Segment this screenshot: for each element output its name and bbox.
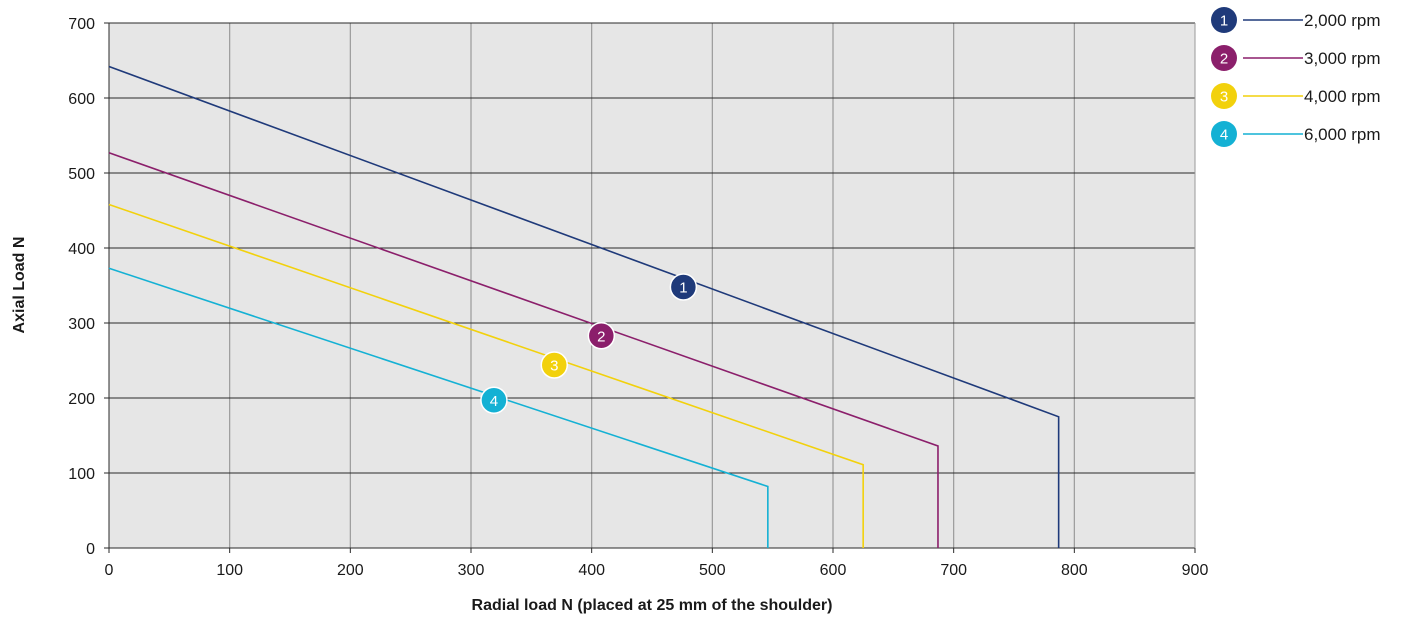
series-marker-badge: [540, 351, 569, 379]
legend-label: 4,000 rpm: [1304, 87, 1381, 106]
series-line-3: [108, 203, 864, 548]
y-tick-label: 500: [68, 166, 95, 183]
x-axis-ticks: 0 100 200 300 400 500 600 700 800 900: [105, 548, 1209, 579]
x-tick-label: 600: [820, 562, 847, 579]
x-tick-label: 900: [1182, 562, 1209, 579]
series-lines: [108, 65, 1060, 548]
y-tick-label: 200: [68, 391, 95, 408]
series-marker-badge: [480, 386, 508, 414]
series-marker-4: 4: [480, 386, 508, 414]
legend-label: 2,000 rpm: [1304, 11, 1381, 30]
legend-badge-label: 2: [1220, 51, 1228, 68]
legend-item-2: 2 3,000 rpm: [1211, 45, 1381, 71]
legend-badge-label: 4: [1220, 127, 1228, 144]
grid-lines: [109, 23, 1195, 548]
y-tick-label: 300: [68, 316, 95, 333]
series-marker-label: 3: [550, 358, 558, 375]
series-marker-badge: [587, 322, 616, 350]
x-tick-label: 700: [940, 562, 967, 579]
y-axis-ticks: 0 100 200 300 400 500 600 700: [68, 16, 109, 558]
legend-badge: [1211, 7, 1237, 33]
x-tick-label: 200: [337, 562, 364, 579]
x-axis-title: Radial load N (placed at 25 mm of the sh…: [472, 597, 833, 614]
x-tick-label: 0: [105, 562, 114, 579]
y-tick-label: 0: [86, 541, 95, 558]
legend-label: 3,000 rpm: [1304, 49, 1381, 68]
x-tick-label: 500: [699, 562, 726, 579]
series-markers: 1 2 3 4: [480, 273, 698, 414]
series-marker-3: 3: [540, 351, 569, 379]
legend-badge-label: 3: [1220, 89, 1228, 106]
legend-label: 6,000 rpm: [1304, 125, 1381, 144]
axis-frame: [108, 22, 1196, 549]
y-tick-label: 700: [68, 16, 95, 33]
x-tick-label: 300: [458, 562, 485, 579]
series-line-4: [108, 267, 769, 548]
plot-area: [109, 23, 1195, 548]
y-axis-title: Axial Load N: [11, 237, 28, 334]
legend-badge: [1211, 121, 1237, 147]
legend-badge: [1211, 45, 1237, 71]
legend: 1 2,000 rpm 2 3,000 rpm 3 4,000 rpm 4 6,000 rpm: [1211, 7, 1381, 147]
series-marker-label: 4: [490, 393, 498, 410]
series-marker-label: 2: [597, 328, 605, 345]
y-tick-label: 400: [68, 241, 95, 258]
series-line-2: [108, 151, 939, 548]
y-tick-label: 100: [68, 466, 95, 483]
legend-item-3: 3 4,000 rpm: [1211, 83, 1381, 109]
series-line-1: [108, 65, 1060, 548]
series-marker-1: 1: [669, 273, 698, 301]
series-marker-label: 1: [679, 280, 687, 297]
series-marker-2: 2: [587, 322, 616, 350]
series-marker-badge: [669, 273, 698, 301]
legend-item-4: 4 6,000 rpm: [1211, 121, 1381, 147]
x-tick-label: 800: [1061, 562, 1088, 579]
y-tick-label: 600: [68, 91, 95, 108]
legend-badge: [1211, 83, 1237, 109]
x-tick-label: 400: [578, 562, 605, 579]
legend-badge-label: 1: [1220, 13, 1228, 30]
legend-item-1: 1 2,000 rpm: [1211, 7, 1381, 33]
x-tick-label: 100: [216, 562, 243, 579]
